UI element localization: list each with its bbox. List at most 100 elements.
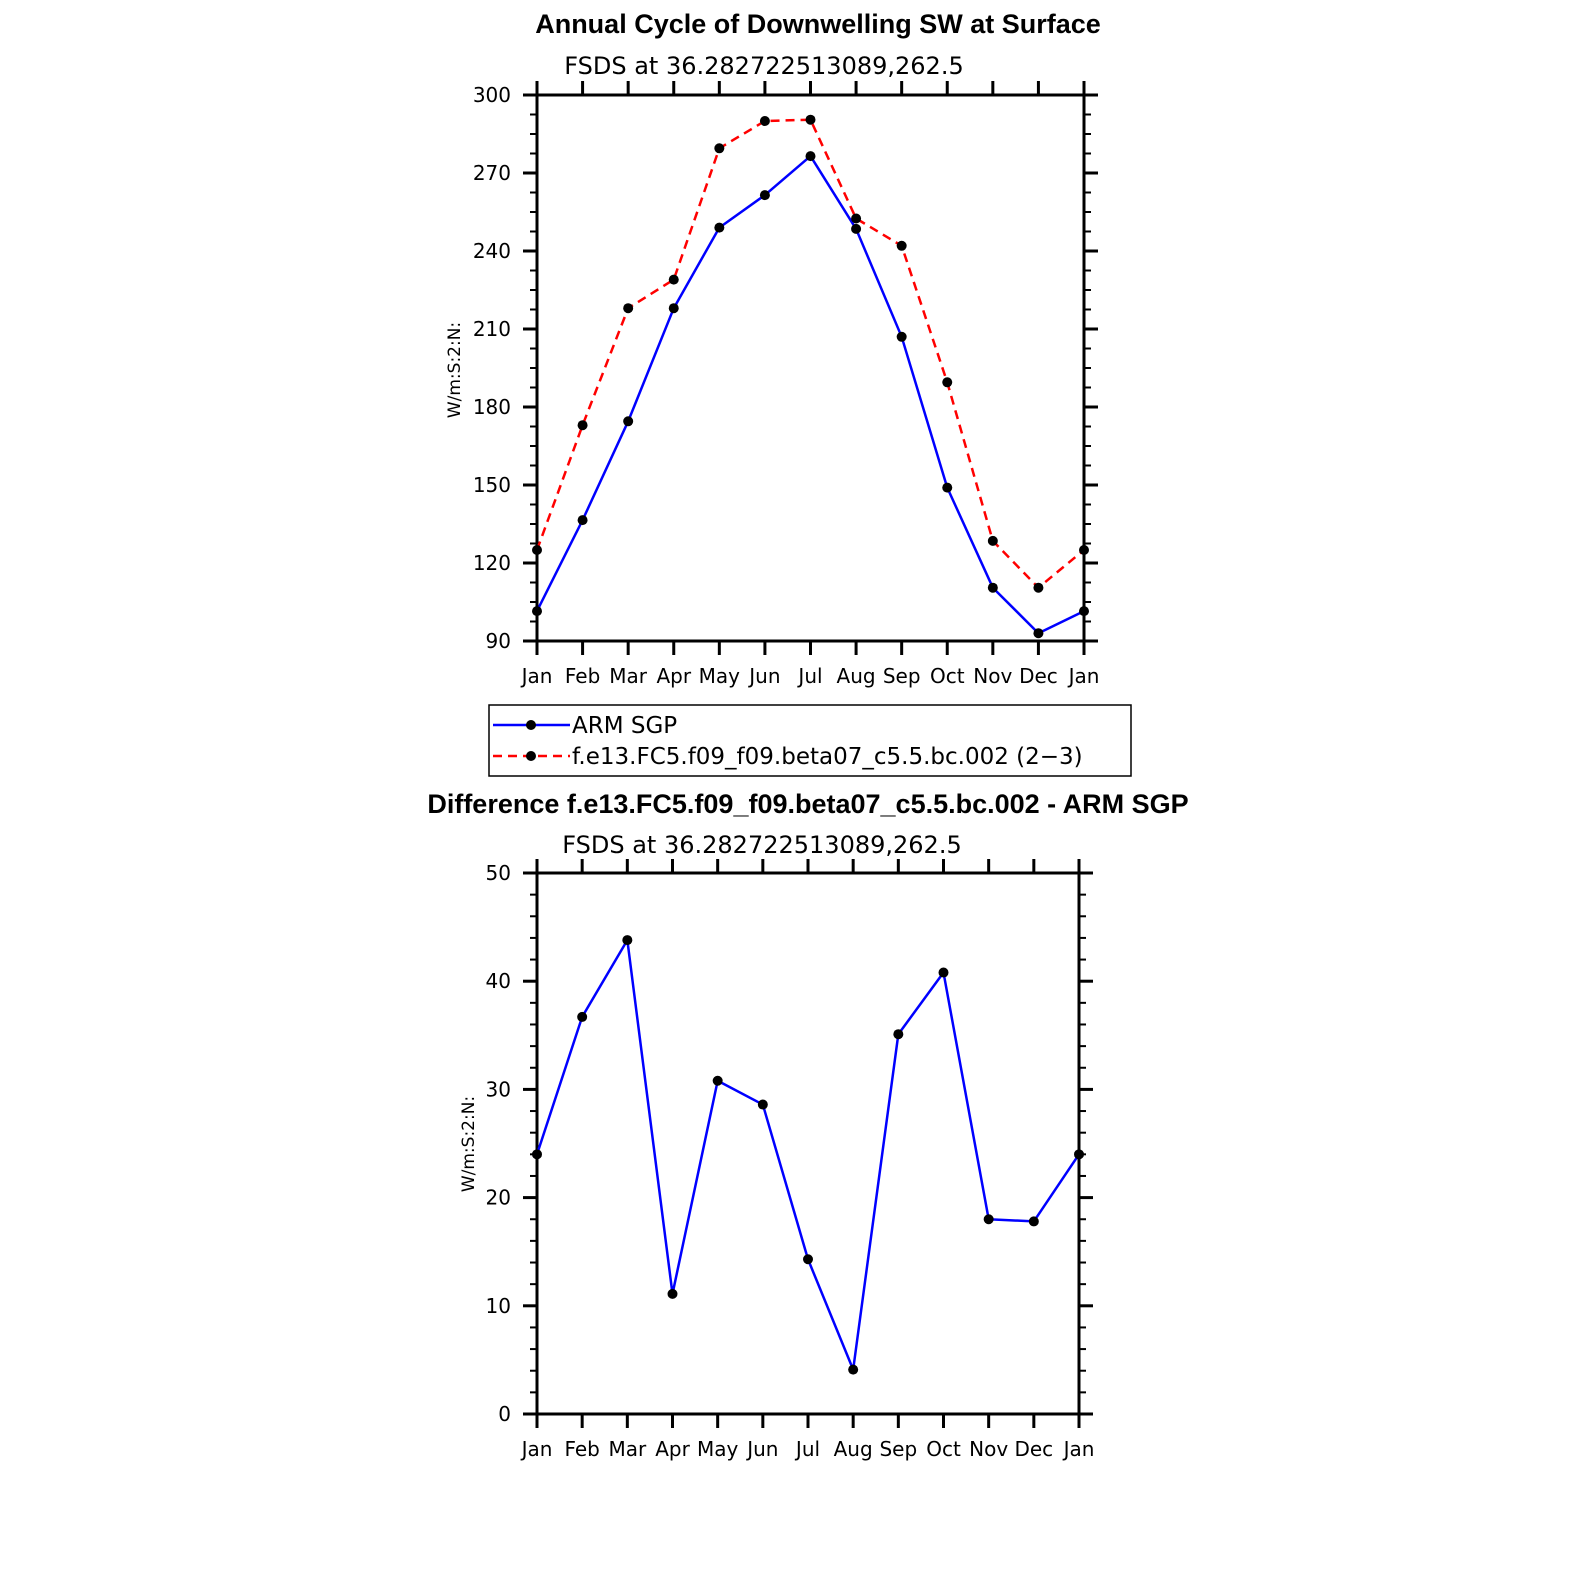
y-tick-label: 300 — [473, 83, 511, 107]
x-tick-label: Sep — [883, 664, 921, 688]
data-point — [757, 1099, 768, 1110]
x-tick-label: Nov — [973, 664, 1012, 688]
data-point — [577, 1011, 588, 1022]
y-tick-label: 20 — [486, 1186, 511, 1210]
data-point — [896, 331, 907, 342]
x-tick-label: Jul — [794, 1437, 820, 1461]
data-point — [1033, 582, 1044, 593]
x-tick-label: Aug — [834, 1437, 873, 1461]
data-point — [623, 416, 634, 427]
data-point — [532, 606, 542, 617]
x-tick-label: Aug — [837, 664, 876, 688]
data-point — [577, 515, 588, 526]
legend-label-model: f.e13.FC5.f09_f09.beta07_c5.5.bc.002 (2−… — [572, 744, 1083, 770]
data-point — [987, 535, 998, 546]
y-tick-label: 0 — [498, 1402, 511, 1426]
data-point — [803, 1254, 813, 1265]
data-point — [759, 116, 770, 126]
chart-title: Annual Cycle of Downwelling SW at Surfac… — [535, 9, 1101, 39]
x-tick-label: Sep — [879, 1437, 917, 1461]
data-point — [712, 1075, 723, 1086]
x-tick-label: Jan — [520, 1437, 553, 1461]
x-tick-label: Apr — [655, 1437, 690, 1461]
data-point — [1028, 1216, 1039, 1227]
data-point — [668, 274, 679, 285]
data-point — [942, 377, 953, 388]
data-point — [1033, 628, 1044, 639]
data-point — [1074, 1149, 1084, 1160]
data-point — [532, 1149, 542, 1160]
x-tick-label: Jan — [1067, 664, 1100, 688]
data-point — [622, 935, 633, 946]
data-point — [805, 151, 816, 162]
x-tick-label: Dec — [1019, 664, 1058, 688]
data-point — [848, 1364, 859, 1375]
x-tick-label: May — [699, 664, 741, 688]
legend-marker-arm-sgp — [526, 720, 536, 730]
data-point — [896, 240, 907, 251]
data-point — [938, 967, 949, 978]
y-tick-label: 40 — [486, 969, 511, 993]
y-axis-label: W/m:S:2:N: — [459, 1096, 479, 1192]
x-tick-label: Jul — [796, 664, 822, 688]
y-tick-label: 50 — [486, 861, 511, 885]
data-point — [893, 1029, 904, 1040]
data-point — [668, 303, 679, 314]
data-point — [667, 1288, 678, 1299]
data-point — [532, 545, 542, 555]
x-tick-label: Jun — [747, 664, 780, 688]
x-tick-label: Oct — [926, 1437, 961, 1461]
y-tick-label: 150 — [473, 473, 511, 497]
series-line-0 — [535, 154, 1085, 635]
data-point — [623, 303, 634, 314]
x-tick-label: Oct — [930, 664, 965, 688]
x-tick-label: Mar — [608, 1437, 647, 1461]
data-point — [851, 213, 862, 224]
series-line-1 — [535, 118, 1085, 589]
y-tick-label: 90 — [486, 629, 511, 653]
data-point — [987, 582, 998, 593]
x-tick-label: Feb — [564, 1437, 599, 1461]
x-tick-label: Dec — [1014, 1437, 1053, 1461]
x-tick-label: Apr — [656, 664, 691, 688]
difference-chart: Difference f.e13.FC5.f09_f09.beta07_c5.5… — [427, 789, 1188, 1461]
legend-label-arm-sgp: ARM SGP — [572, 713, 677, 739]
y-tick-label: 270 — [473, 161, 511, 185]
x-tick-label: Mar — [609, 664, 648, 688]
legend: ARM SGP f.e13.FC5.f09_f09.beta07_c5.5.bc… — [488, 704, 1132, 777]
chart-subtitle: FSDS at 36.282722513089,262.5 — [564, 52, 963, 80]
x-tick-label: Jan — [520, 664, 553, 688]
data-point — [983, 1214, 994, 1225]
data-point — [805, 114, 816, 125]
y-tick-label: 210 — [473, 317, 511, 341]
chart-subtitle: FSDS at 36.282722513089,262.5 — [562, 831, 961, 859]
y-tick-label: 10 — [486, 1294, 511, 1318]
data-point — [577, 420, 588, 431]
data-point — [851, 223, 862, 234]
y-tick-label: 120 — [473, 551, 511, 575]
y-tick-label: 180 — [473, 395, 511, 419]
data-point — [1079, 545, 1089, 555]
data-point — [759, 190, 770, 201]
plot-area: Jan Feb Mar Apr May Jun Jul Aug Sep Oct Nov Dec Jan 9… — [473, 81, 1100, 688]
data-point — [942, 482, 953, 493]
x-tick-label: May — [697, 1437, 739, 1461]
plot-frame — [535, 93, 1086, 643]
y-tick-label: 240 — [473, 239, 511, 263]
plot-area: Jan Feb Mar Apr May Jun Jul Aug Sep Oct Nov Dec Jan 0… — [486, 859, 1095, 1461]
series-line-0 — [535, 938, 1081, 1371]
chart-title: Difference f.e13.FC5.f09_f09.beta07_c5.5… — [427, 789, 1188, 819]
annual-cycle-chart: Annual Cycle of Downwelling SW at Surfac… — [445, 9, 1101, 688]
y-axis-label: W/m:S:2:N: — [445, 322, 465, 418]
data-point — [714, 143, 725, 154]
data-point — [714, 222, 725, 233]
x-tick-label: Jan — [1062, 1437, 1095, 1461]
x-tick-label: Feb — [565, 664, 600, 688]
legend-marker-model — [526, 751, 536, 761]
data-point — [1079, 606, 1089, 617]
legend-box — [488, 704, 1132, 777]
x-tick-label: Nov — [969, 1437, 1008, 1461]
x-tick-label: Jun — [745, 1437, 778, 1461]
y-tick-label: 30 — [486, 1077, 511, 1101]
